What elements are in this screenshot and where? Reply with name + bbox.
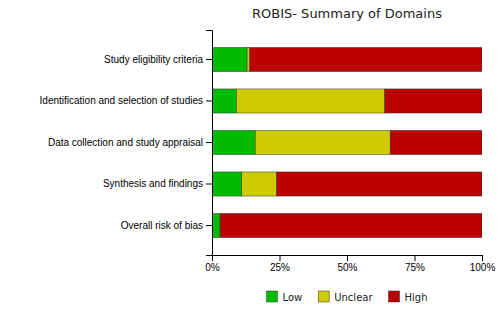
tick-label: Overall risk of bias	[121, 220, 203, 231]
legend-swatch	[266, 291, 277, 302]
tick-label: 50%	[337, 262, 357, 273]
bar	[255, 130, 390, 154]
bar	[390, 130, 482, 154]
axis-line	[206, 31, 213, 256]
bar	[212, 213, 220, 237]
legend-swatch	[389, 291, 400, 302]
tick-label: 100%	[470, 262, 496, 273]
bar	[212, 172, 242, 196]
bar	[220, 213, 482, 237]
bar	[385, 89, 482, 113]
tick: 100%	[470, 255, 496, 273]
legend-item: Low	[266, 291, 302, 303]
bar	[212, 89, 236, 113]
tick: Study eligibility criteria	[104, 54, 212, 65]
tick-label: Synthesis and findings	[103, 178, 203, 189]
plot: 0% 25% 50% 75% 100% Overall risk of bias Synth…	[40, 31, 496, 274]
tick: Data collection and study appraisal	[48, 137, 212, 148]
bar	[236, 89, 384, 113]
legend-label: Low	[282, 292, 302, 303]
series	[220, 47, 482, 237]
y-axis: Overall risk of bias Synthesis and findin…	[40, 31, 213, 256]
tick-mark	[206, 142, 212, 143]
bar	[247, 47, 250, 71]
axis-line	[213, 256, 483, 262]
bar	[242, 172, 277, 196]
legend: Low Unclear High	[266, 291, 427, 303]
tick: Identification and selection of studies	[40, 95, 212, 106]
tick-mark	[206, 100, 212, 101]
bar	[277, 172, 482, 196]
tick-mark	[415, 255, 416, 261]
legend-swatch	[318, 291, 329, 302]
legend-label: Unclear	[334, 292, 373, 303]
legend-label: High	[405, 292, 428, 303]
tick-mark	[280, 255, 281, 261]
series	[212, 47, 255, 237]
tick-mark	[482, 255, 483, 261]
tick-label: Identification and selection of studies	[40, 95, 203, 106]
tick: 75%	[405, 255, 425, 273]
bar	[212, 130, 255, 154]
tick: Synthesis and findings	[103, 178, 212, 189]
legend-item: Unclear	[318, 291, 373, 303]
bar	[212, 47, 247, 71]
bar	[250, 47, 482, 71]
tick-label: Study eligibility criteria	[104, 54, 203, 65]
tick-label: 75%	[405, 262, 425, 273]
tick-mark	[206, 225, 212, 226]
tick: 50%	[337, 255, 357, 273]
chart: 0% 25% 50% 75% 100% Overall risk of bias Synth…	[0, 0, 500, 313]
tick-mark	[347, 255, 348, 261]
tick-label: 25%	[270, 262, 290, 273]
bars	[212, 47, 482, 237]
tick: 0%	[205, 255, 220, 273]
tick-label: 0%	[205, 262, 220, 273]
title: ROBIS- Summary of Domains	[252, 6, 442, 21]
legend-item: High	[389, 291, 428, 303]
tick-mark	[206, 59, 212, 60]
tick: 25%	[270, 255, 290, 273]
x-axis: 0% 25% 50% 75% 100%	[205, 255, 495, 273]
tick-label: Data collection and study appraisal	[48, 137, 203, 148]
tick: Overall risk of bias	[121, 220, 212, 231]
tick-mark	[206, 184, 212, 185]
